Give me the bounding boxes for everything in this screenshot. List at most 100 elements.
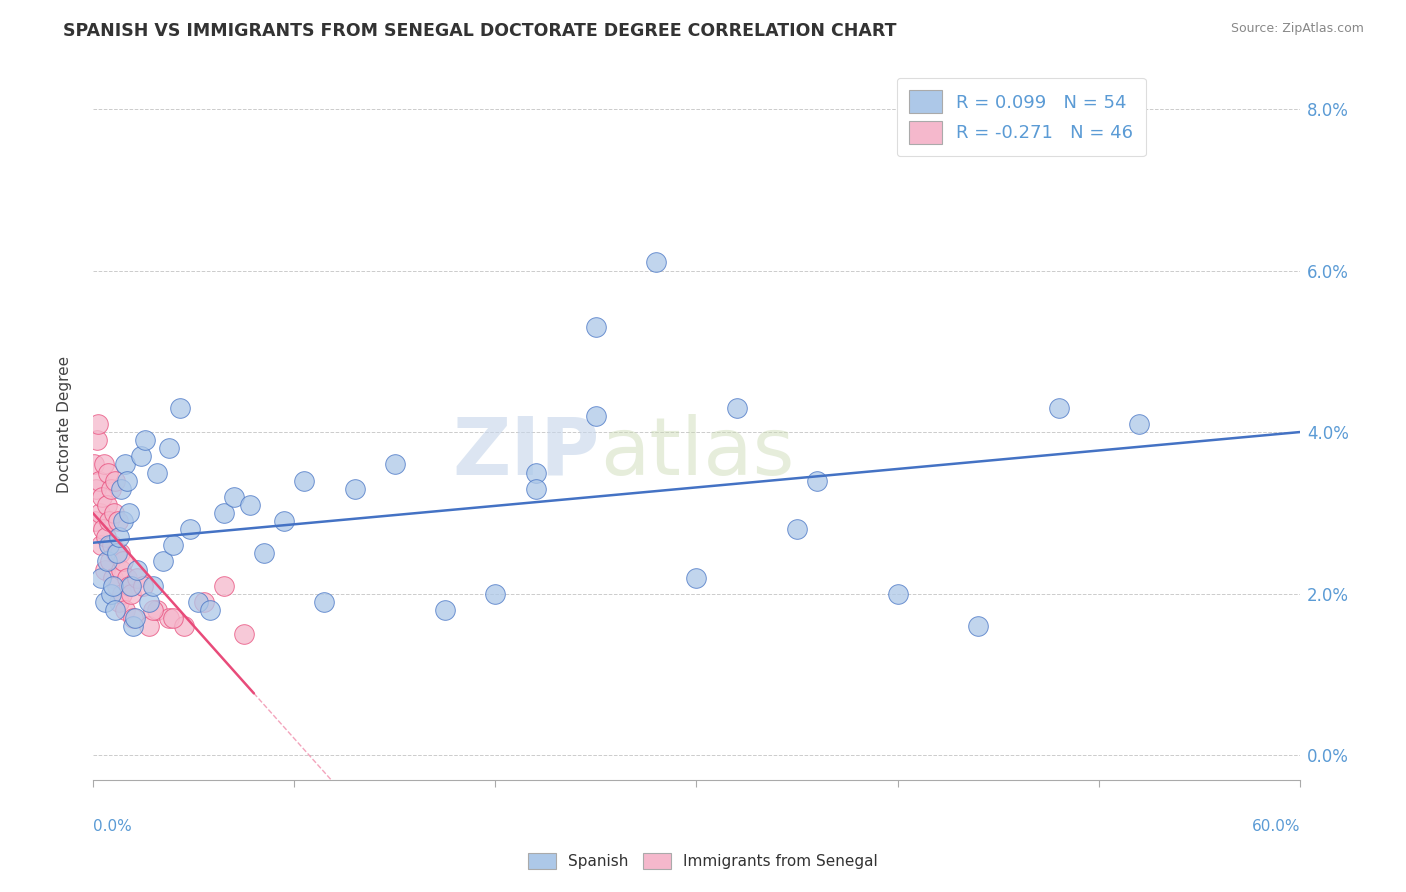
Point (110, 482, 132, 496)
Point (120, 579, 142, 593)
Point (94, 562, 117, 576)
Point (114, 603, 136, 617)
Point (86, 434, 108, 448)
Legend: Spanish, Immigrants from Senegal: Spanish, Immigrants from Senegal (522, 847, 884, 875)
Point (253, 546, 276, 560)
Point (967, 619, 990, 633)
Point (134, 434, 156, 448)
Point (127, 562, 149, 576)
Point (212, 579, 235, 593)
Point (127, 571, 149, 585)
Point (314, 595, 336, 609)
Point (685, 571, 707, 585)
Point (138, 595, 160, 609)
Point (100, 587, 122, 601)
Point (94, 530, 117, 544)
Point (159, 611, 181, 625)
Point (115, 571, 138, 585)
Point (484, 587, 506, 601)
Point (138, 619, 160, 633)
Point (179, 522, 201, 536)
Point (239, 498, 262, 512)
Point (105, 579, 128, 593)
Point (108, 530, 131, 544)
Text: SPANISH VS IMMIGRANTS FROM SENEGAL DOCTORATE DEGREE CORRELATION CHART: SPANISH VS IMMIGRANTS FROM SENEGAL DOCTO… (63, 22, 897, 40)
Text: Source: ZipAtlas.com: Source: ZipAtlas.com (1230, 22, 1364, 36)
Point (104, 603, 127, 617)
Point (101, 538, 124, 552)
Point (152, 554, 174, 568)
Point (786, 522, 808, 536)
Point (129, 450, 152, 464)
Point (87, 474, 110, 488)
Point (122, 619, 145, 633)
Point (107, 514, 129, 528)
Point (94, 595, 117, 609)
Point (645, 255, 668, 269)
Point (103, 506, 125, 520)
Point (142, 579, 165, 593)
Point (124, 611, 146, 625)
Point (292, 474, 315, 488)
Point (98, 554, 121, 568)
Point (169, 401, 191, 415)
Point (212, 506, 235, 520)
Point (90, 571, 112, 585)
Point (101, 571, 124, 585)
Point (198, 603, 221, 617)
Point (146, 603, 169, 617)
Point (524, 482, 547, 496)
Text: ZIP: ZIP (453, 414, 600, 491)
Text: 0.0%: 0.0% (93, 819, 132, 834)
Point (118, 506, 141, 520)
Point (120, 587, 142, 601)
Point (232, 627, 254, 641)
Point (524, 466, 547, 480)
Point (98, 538, 121, 552)
Point (97, 466, 120, 480)
Point (159, 442, 181, 456)
Point (98, 514, 121, 528)
Point (132, 579, 155, 593)
Point (114, 458, 136, 472)
Point (112, 514, 135, 528)
Point (162, 538, 184, 552)
Point (115, 474, 138, 488)
Point (90, 538, 112, 552)
Point (187, 595, 209, 609)
Point (886, 587, 908, 601)
Point (343, 482, 366, 496)
Point (162, 611, 184, 625)
Y-axis label: Doctorate Degree: Doctorate Degree (58, 356, 72, 492)
Point (108, 546, 131, 560)
Point (110, 562, 132, 576)
Point (111, 587, 134, 601)
Point (101, 579, 124, 593)
Point (100, 482, 122, 496)
Point (1128, 417, 1150, 431)
Point (84, 514, 107, 528)
Point (89, 506, 111, 520)
Point (585, 320, 607, 334)
Point (585, 409, 607, 423)
Text: 60.0%: 60.0% (1251, 819, 1301, 834)
Point (806, 474, 828, 488)
Point (87, 417, 110, 431)
Point (122, 611, 145, 625)
Text: atlas: atlas (600, 414, 794, 491)
Point (96, 554, 118, 568)
Point (725, 401, 748, 415)
Point (112, 554, 135, 568)
Point (1047, 401, 1070, 415)
Point (105, 546, 128, 560)
Point (93, 458, 115, 472)
Point (384, 458, 406, 472)
Point (91, 522, 114, 536)
Legend: R = 0.099   N = 54, R = -0.271   N = 46: R = 0.099 N = 54, R = -0.271 N = 46 (897, 78, 1146, 156)
Point (108, 595, 131, 609)
Point (222, 490, 245, 504)
Point (96, 498, 118, 512)
Point (91, 490, 114, 504)
Point (104, 474, 127, 488)
Point (83, 458, 105, 472)
